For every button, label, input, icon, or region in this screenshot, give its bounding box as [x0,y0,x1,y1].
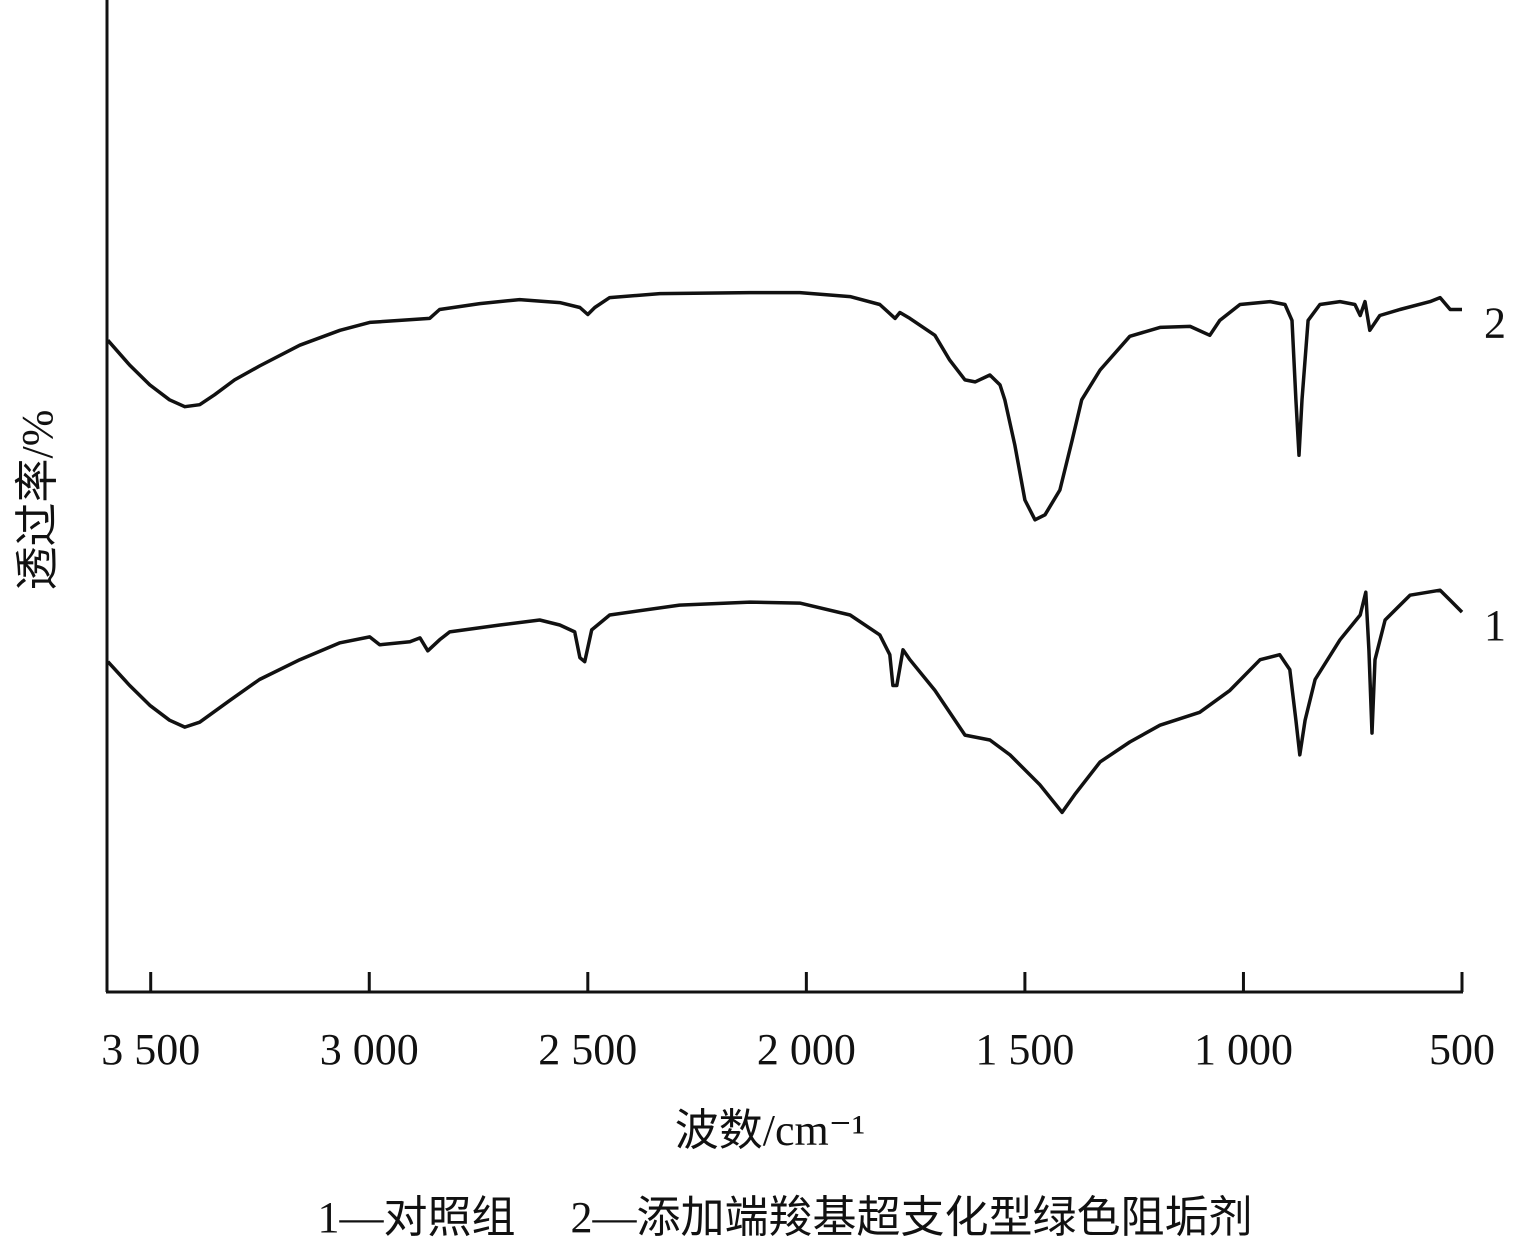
x-tick-label: 500 [1429,1025,1495,1074]
series-label: 1 [1484,601,1506,650]
series-label: 2 [1484,299,1506,348]
x-tick-label: 3 500 [101,1025,200,1074]
caption: 1—对照组 2—添加端羧基超支化型绿色阻垢剂 [318,1193,1253,1242]
x-tick-label: 1 000 [1194,1025,1293,1074]
spectrum-line [106,588,1464,815]
y-axis-label: 透过率/% [13,410,62,591]
x-tick-label: 1 500 [975,1025,1074,1074]
x-tick-label: 3 000 [320,1025,419,1074]
spectrum-line [106,290,1462,522]
x-tick-label: 2 000 [757,1025,856,1074]
x-axis-label: 波数/cm⁻¹ [675,1106,865,1155]
x-tick-label: 2 500 [538,1025,637,1074]
